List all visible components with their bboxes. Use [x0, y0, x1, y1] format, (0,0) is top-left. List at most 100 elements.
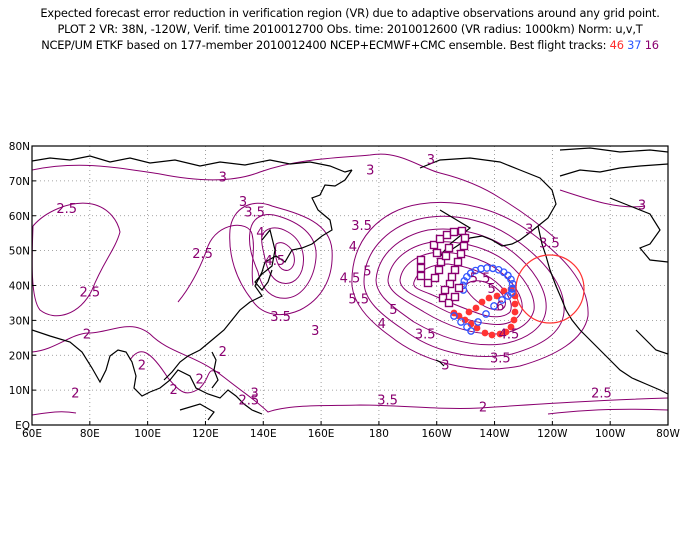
contour-label: 2.5 [238, 394, 259, 409]
lat-tick-label: EQ [15, 420, 30, 432]
blue-track-point [508, 285, 516, 293]
contour-west-2.5 [32, 202, 121, 317]
contour-label: 4 [349, 240, 357, 255]
lon-tick-label: 60E [22, 428, 42, 440]
red-track-point [465, 308, 473, 316]
purple-track-point [453, 257, 463, 267]
purple-track-point [442, 230, 452, 240]
map-axes: 60E 80E 100E 120E 140E 160E 180 160W 140W 120W 100… [9, 141, 681, 440]
coastlines [32, 147, 668, 421]
lat-tick-label: 80N [9, 141, 30, 153]
contour-label: 3.5 [415, 327, 436, 342]
map-title-line-2: PLOT 2 VR: 38N, -120W, Verif. time 20100… [57, 22, 643, 36]
purple-track-point [434, 265, 444, 275]
contour-japan-3 [229, 202, 333, 316]
red-track-point [472, 304, 480, 312]
purple-track-point [444, 243, 454, 253]
purple-track-point [450, 265, 460, 275]
lon-tick-label: 100W [595, 428, 626, 440]
contour-east-2.5 [547, 408, 668, 415]
verification-region-circle [515, 254, 585, 324]
contour-label: 3 [427, 153, 435, 168]
coastline-asia-east [163, 169, 353, 381]
red-track-point [502, 328, 510, 336]
purple-track-point [444, 298, 454, 308]
contour-north-3 [32, 153, 556, 239]
contour-asia-2 [129, 351, 221, 394]
purple-track-point [432, 248, 442, 258]
purple-track-point [430, 273, 440, 283]
purple-track-point [441, 251, 451, 261]
coastline-alaska [419, 157, 557, 257]
contour-label: 3.5 [244, 205, 265, 220]
lon-tick-label: 140E [250, 428, 277, 440]
contour-label: 3 [441, 359, 449, 374]
contour-label: 4 [378, 317, 386, 332]
red-track-point [500, 287, 508, 295]
blue-track-point [467, 327, 475, 335]
contour-label: 4.5 [499, 327, 520, 342]
purple-track-point [450, 292, 460, 302]
contour-label: 5.5 [348, 292, 369, 307]
red-track-point [481, 329, 489, 337]
purple-track-point [459, 241, 469, 251]
contour-label: 3 [239, 195, 247, 210]
contour-label: 2 [138, 359, 146, 374]
purple-track-point [445, 279, 455, 289]
red-track-point [510, 316, 518, 324]
purple-track-point [423, 278, 433, 288]
map-title-line-1: Expected forecast error reduction in ver… [40, 6, 660, 20]
contour-label: 4.5 [264, 254, 285, 269]
lon-tick-label: 100E [134, 428, 161, 440]
track-count-blue: 37 [627, 38, 642, 52]
blue-track-point [474, 318, 482, 326]
lat-tick-label: 70N [9, 176, 30, 188]
lat-tick-label: 30N [9, 315, 30, 327]
lon-tick-label: 80W [656, 428, 680, 440]
contour-label: 3 [250, 387, 258, 402]
lat-lon-grid [32, 146, 668, 425]
contour-label: 2 [83, 327, 91, 342]
lon-tick-label: 140W [479, 428, 510, 440]
contour-south-2-a [32, 326, 668, 413]
red-track-point [467, 320, 475, 328]
purple-track-point [436, 257, 446, 267]
coastline-north-america-west [537, 225, 668, 395]
lat-tick-label: 40N [9, 281, 30, 293]
contour-label: 5.5 [470, 272, 491, 287]
contour-label: 4 [256, 226, 264, 241]
contour-label: 3 [638, 198, 646, 213]
purple-track-point [416, 271, 426, 281]
lon-tick-label: 160W [422, 428, 453, 440]
map-title-line-3-text: NCEP/UM ETKF based on 177-member 2010012… [41, 38, 607, 52]
contour-label: 2 [71, 387, 79, 402]
contour-label: 3 [311, 324, 319, 339]
blue-track-point [450, 312, 458, 320]
contour-pac-4 [375, 228, 547, 346]
purple-track-point [435, 234, 445, 244]
contour-label: 3.5 [351, 219, 372, 234]
coastline-hudson-bay [609, 197, 668, 263]
contour-label: 3 [219, 170, 227, 185]
coastline-asia-north [32, 155, 353, 173]
contour-label: 5 [488, 282, 496, 297]
contour-east-3 [559, 189, 646, 208]
contour-pac-5.5 [413, 263, 512, 318]
contour-label: 3 [366, 163, 374, 178]
contour-label: 3.5 [539, 237, 560, 252]
track-count-red: 46 [609, 38, 624, 52]
purple-track-point [440, 285, 450, 295]
purple-track-point [456, 249, 466, 259]
red-track-point [496, 330, 504, 338]
blue-track-point [457, 318, 465, 326]
contour-label: 2 [170, 383, 178, 398]
track-count-purple: 16 [644, 38, 659, 52]
lat-tick-label: 50N [9, 246, 30, 258]
contour-label: 3.5 [270, 310, 291, 325]
contour-label: 2 [196, 373, 204, 388]
red-track-point [493, 292, 501, 300]
contour-label: 5 [389, 303, 397, 318]
red-track-point [485, 294, 493, 302]
blue-track-point [504, 292, 512, 300]
